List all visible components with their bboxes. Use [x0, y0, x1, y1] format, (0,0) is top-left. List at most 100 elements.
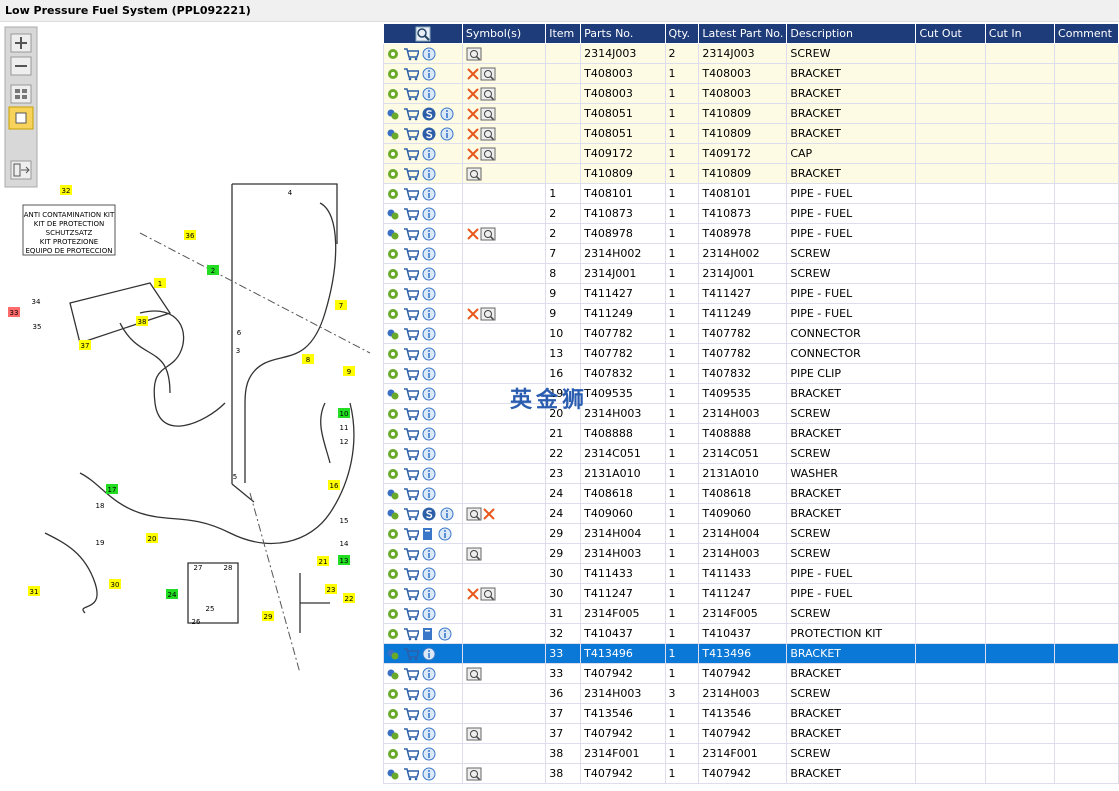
action-icons[interactable] — [384, 44, 463, 64]
action-icons[interactable] — [384, 504, 463, 524]
action-icons[interactable] — [384, 744, 463, 764]
zoom-in[interactable] — [11, 34, 31, 52]
fit-view[interactable] — [11, 85, 31, 103]
symbols — [462, 344, 545, 364]
action-icons[interactable] — [384, 304, 463, 324]
action-icons[interactable] — [384, 484, 463, 504]
action-icons[interactable] — [384, 624, 463, 644]
table-row[interactable]: 312314F00512314F005SCREW — [384, 604, 1119, 624]
action-icons[interactable] — [384, 124, 463, 144]
table-row[interactable]: 1T4081011T408101PIPE - FUEL — [384, 184, 1119, 204]
export-tool[interactable] — [11, 161, 31, 179]
table-row[interactable]: 32T4104371T410437PROTECTION KIT — [384, 624, 1119, 644]
action-icons[interactable] — [384, 324, 463, 344]
column-header[interactable]: Parts No. — [581, 24, 665, 44]
table-row[interactable]: 222314C05112314C051SCREW — [384, 444, 1119, 464]
table-row[interactable]: 37T4135461T413546BRACKET — [384, 704, 1119, 724]
action-icons[interactable] — [384, 364, 463, 384]
table-row[interactable]: 19T4095351T409535BRACKET — [384, 384, 1119, 404]
table-row[interactable]: T4080511T410809BRACKET — [384, 124, 1119, 144]
action-icons[interactable] — [384, 104, 463, 124]
column-header[interactable]: Cut In — [985, 24, 1054, 44]
action-icons[interactable] — [384, 164, 463, 184]
action-icons[interactable] — [384, 284, 463, 304]
action-icons[interactable] — [384, 224, 463, 244]
action-icons[interactable] — [384, 764, 463, 784]
table-row[interactable]: 9T4112491T411249PIPE - FUEL — [384, 304, 1119, 324]
action-icons[interactable] — [384, 584, 463, 604]
table-row[interactable]: 33T4134961T413496BRACKET — [384, 644, 1119, 664]
table-row[interactable]: 2T4108731T410873PIPE - FUEL — [384, 204, 1119, 224]
action-icons[interactable] — [384, 684, 463, 704]
table-row[interactable]: 33T4079421T407942BRACKET — [384, 664, 1119, 684]
column-header[interactable]: Symbol(s) — [462, 24, 545, 44]
table-row[interactable]: T4108091T410809BRACKET — [384, 164, 1119, 184]
table-row[interactable]: 38T4079421T407942BRACKET — [384, 764, 1119, 784]
table-row[interactable]: 30T4114331T411433PIPE - FUEL — [384, 564, 1119, 584]
column-header[interactable]: Item — [546, 24, 581, 44]
table-row[interactable]: 37T4079421T407942BRACKET — [384, 724, 1119, 744]
qty-cell: 1 — [665, 204, 699, 224]
select-tool[interactable] — [9, 107, 33, 129]
action-icons[interactable] — [384, 144, 463, 164]
table-row[interactable]: 10T4077821T407782CONNECTOR — [384, 324, 1119, 344]
column-header[interactable]: Cut Out — [916, 24, 985, 44]
action-icons[interactable] — [384, 644, 463, 664]
empty-cell — [985, 584, 1054, 604]
empty-cell — [916, 524, 985, 544]
table-row[interactable]: 292314H00412314H004SCREW — [384, 524, 1119, 544]
empty-cell — [1055, 524, 1119, 544]
table-row[interactable]: 292314H00312314H003SCREW — [384, 544, 1119, 564]
qty-cell: 1 — [665, 464, 699, 484]
action-icons[interactable] — [384, 704, 463, 724]
table-row[interactable]: 2314J00322314J003SCREW — [384, 44, 1119, 64]
column-header[interactable]: Description — [787, 24, 916, 44]
table-row[interactable]: 72314H00212314H002SCREW — [384, 244, 1119, 264]
action-icons[interactable] — [384, 544, 463, 564]
table-row[interactable]: 232131A01012131A010WASHER — [384, 464, 1119, 484]
table-row[interactable]: 21T4088881T408888BRACKET — [384, 424, 1119, 444]
part-no-cell: T407942 — [581, 664, 665, 684]
table-row[interactable]: 24T4090601T409060BRACKET — [384, 504, 1119, 524]
table-row[interactable]: 30T4112471T411247PIPE - FUEL — [384, 584, 1119, 604]
table-row[interactable]: 382314F00112314F001SCREW — [384, 744, 1119, 764]
action-icons[interactable] — [384, 664, 463, 684]
action-icons[interactable] — [384, 524, 463, 544]
description-cell: PIPE - FUEL — [787, 184, 916, 204]
table-row[interactable]: T4080511T410809BRACKET — [384, 104, 1119, 124]
action-icons[interactable] — [384, 264, 463, 284]
table-row[interactable]: 202314H00312314H003SCREW — [384, 404, 1119, 424]
column-header[interactable]: Qty. — [665, 24, 699, 44]
action-icons[interactable] — [384, 184, 463, 204]
zoom-out[interactable] — [11, 57, 31, 75]
table-row[interactable]: 82314J00112314J001SCREW — [384, 264, 1119, 284]
action-icons[interactable] — [384, 604, 463, 624]
empty-cell — [1055, 204, 1119, 224]
table-row[interactable]: 24T4086181T408618BRACKET — [384, 484, 1119, 504]
table-row[interactable]: T4091721T409172CAP — [384, 144, 1119, 164]
action-icons[interactable] — [384, 344, 463, 364]
action-icons[interactable] — [384, 444, 463, 464]
action-icons[interactable] — [384, 384, 463, 404]
table-row[interactable]: T4080031T408003BRACKET — [384, 64, 1119, 84]
empty-cell — [916, 304, 985, 324]
table-row[interactable]: 362314H00332314H003SCREW — [384, 684, 1119, 704]
action-icons[interactable] — [384, 424, 463, 444]
action-icons[interactable] — [384, 204, 463, 224]
table-row[interactable]: T4080031T408003BRACKET — [384, 84, 1119, 104]
column-header[interactable]: Latest Part No. — [699, 24, 787, 44]
table-row[interactable]: 16T4078321T407832PIPE CLIP — [384, 364, 1119, 384]
table-row[interactable]: 9T4114271T411427PIPE - FUEL — [384, 284, 1119, 304]
latest-part-no-cell: T408888 — [699, 424, 787, 444]
table-row[interactable]: 2T4089781T408978PIPE - FUEL — [384, 224, 1119, 244]
column-header[interactable]: Comment — [1055, 24, 1119, 44]
action-icons[interactable] — [384, 564, 463, 584]
action-icons[interactable] — [384, 84, 463, 104]
action-icons[interactable] — [384, 464, 463, 484]
table-row[interactable]: 13T4077821T407782CONNECTOR — [384, 344, 1119, 364]
part-no-cell: 2314J001 — [581, 264, 665, 284]
action-icons[interactable] — [384, 404, 463, 424]
action-icons[interactable] — [384, 244, 463, 264]
action-icons[interactable] — [384, 64, 463, 84]
action-icons[interactable] — [384, 724, 463, 744]
